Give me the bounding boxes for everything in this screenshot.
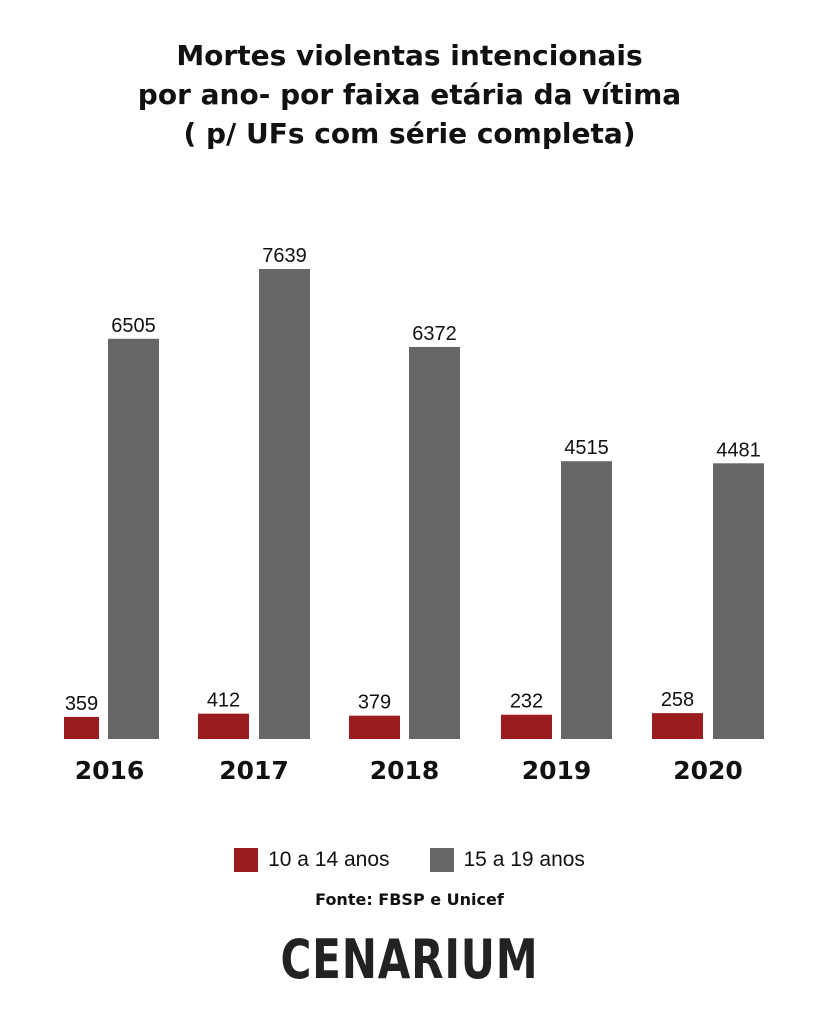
x-tick-label-2017: 2017 — [219, 756, 289, 785]
bar-2016-series-2 — [108, 338, 159, 739]
legend-swatch-10-14 — [234, 848, 259, 872]
chart-title-line-2: por ano- por faixa etária da vítima — [137, 78, 682, 111]
chart-title-line-3: ( p/ UFs com série completa) — [183, 117, 636, 150]
x-tick-label-2019: 2019 — [522, 756, 592, 785]
legend-item-10-14: 10 a 14 anos — [234, 848, 390, 872]
legend-label-10-14: 10 a 14 anos — [268, 848, 390, 871]
bar-2017-series-2 — [259, 269, 310, 739]
cenarium-logo: CENARIUM — [280, 928, 539, 991]
data-label-2020-series-2: 4481 — [716, 439, 761, 461]
legend-item-15-19: 15 a 19 anos — [429, 848, 585, 872]
bar-2017-series-1 — [198, 713, 249, 739]
x-tick-label-2018: 2018 — [370, 756, 440, 785]
legend-label-15-19: 15 a 19 anos — [463, 848, 585, 871]
data-label-2016-series-1: 359 — [65, 693, 98, 715]
bar-2018-series-2 — [409, 346, 460, 739]
legend-swatch-15-19 — [429, 848, 454, 872]
data-label-2020-series-1: 258 — [661, 689, 694, 711]
data-label-2019-series-2: 4515 — [564, 437, 609, 459]
bar-2020-series-2 — [713, 463, 764, 739]
data-label-2017-series-1: 412 — [207, 690, 240, 712]
bar-2019-series-2 — [561, 461, 612, 739]
chart-title-line-1: Mortes violentas intencionais — [176, 39, 643, 72]
bar-2020-series-1 — [652, 713, 703, 739]
data-label-2018-series-1: 379 — [358, 692, 391, 714]
bar-2019-series-1 — [501, 714, 552, 739]
x-tick-label-2020: 2020 — [673, 756, 743, 785]
source-note: Fonte: FBSP e Unicef — [315, 890, 504, 909]
data-label-2016-series-2: 6505 — [111, 315, 156, 337]
data-label-2018-series-2: 6372 — [412, 323, 457, 345]
chart-title: Mortes violentas intencionais por ano- p… — [0, 36, 819, 153]
bar-2016-series-1 — [64, 716, 99, 739]
bar-2018-series-1 — [349, 715, 400, 739]
data-label-2019-series-1: 232 — [510, 691, 543, 713]
data-label-2017-series-2: 7639 — [262, 245, 307, 267]
chart-legend: 10 a 14 anos 15 a 19 anos — [0, 848, 819, 872]
x-tick-label-2016: 2016 — [75, 756, 145, 785]
